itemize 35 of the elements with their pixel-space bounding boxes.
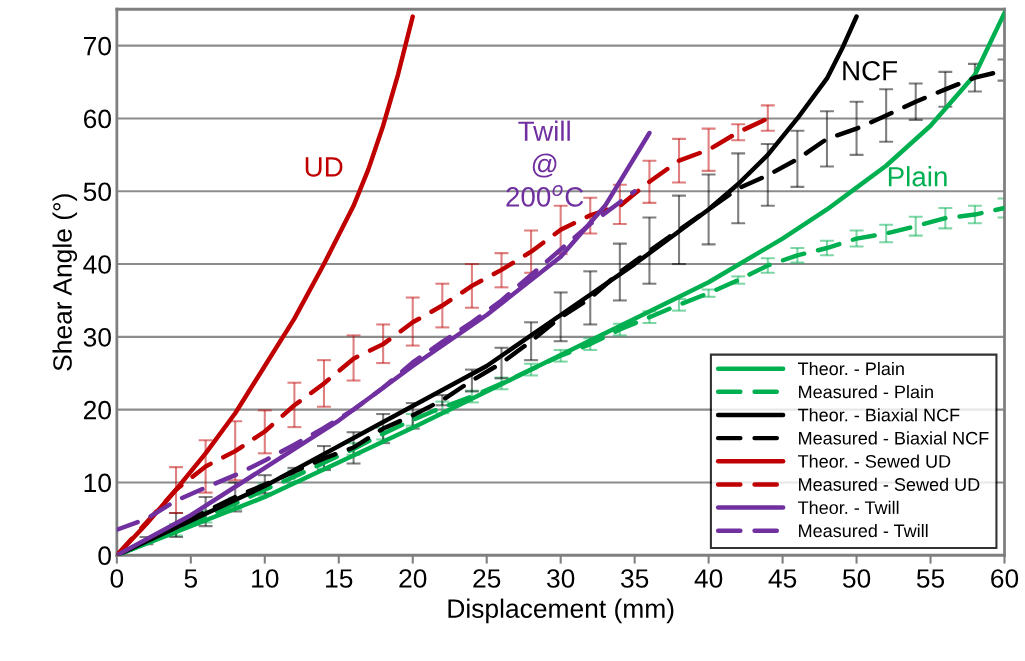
annotation: NCF bbox=[843, 60, 898, 81]
y-tick-label: 40 bbox=[83, 255, 111, 274]
legend-label: Theor. - Sewed UD bbox=[797, 454, 951, 468]
legend-label: Theor. - Plain bbox=[797, 361, 904, 376]
y-tick-label: 60 bbox=[83, 109, 111, 129]
y-tick-label: 10 bbox=[84, 473, 111, 493]
x-tick-label: 25 bbox=[473, 569, 501, 588]
annotation: Twill @ 200$^{o}$C bbox=[506, 120, 584, 207]
legend-label: Measured - Biaxial NCF bbox=[799, 431, 989, 445]
x-axis-title: Displacement (mm) bbox=[448, 598, 674, 624]
x-tick-label: 10 bbox=[252, 569, 279, 588]
x-tick-label: 40 bbox=[694, 569, 723, 588]
x-tick-label: 5 bbox=[184, 569, 198, 588]
legend-label: Measured - Plain bbox=[799, 385, 933, 399]
legend-label: Theor. - Twill bbox=[797, 500, 899, 515]
y-tick-label: 0 bbox=[98, 546, 111, 566]
x-tick-label: 60 bbox=[991, 569, 1019, 588]
y-tick-label: 70 bbox=[83, 36, 111, 56]
y-tick-label: 30 bbox=[83, 327, 111, 347]
x-tick-label: 30 bbox=[547, 569, 575, 588]
legend-label: Measured - Twill bbox=[799, 523, 928, 538]
x-tick-label: 55 bbox=[916, 569, 945, 588]
annotation: UD bbox=[305, 157, 343, 177]
x-tick-label: 45 bbox=[768, 569, 797, 588]
y-axis-title: Shear Angle (°) bbox=[52, 194, 78, 371]
annotation: Plain bbox=[888, 166, 947, 187]
y-tick-label: 50 bbox=[83, 182, 111, 202]
x-tick-label: 50 bbox=[842, 569, 871, 588]
x-tick-label: 20 bbox=[399, 569, 427, 588]
legend-label: Theor. - Biaxial NCF bbox=[797, 408, 960, 422]
x-tick-label: 35 bbox=[620, 569, 649, 588]
legend-label: Measured - Sewed UD bbox=[799, 477, 980, 491]
y-tick-label: 20 bbox=[83, 400, 111, 420]
x-tick-label: 0 bbox=[110, 569, 124, 588]
x-tick-label: 15 bbox=[326, 569, 353, 588]
